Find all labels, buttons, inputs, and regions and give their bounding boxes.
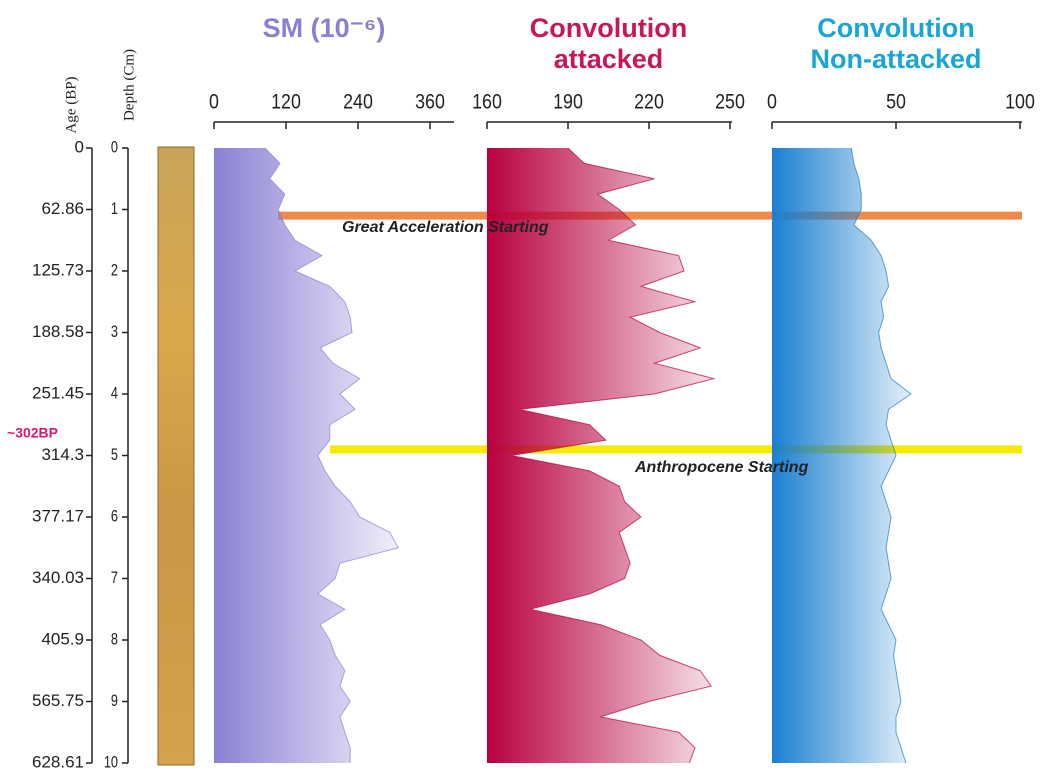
depth-tick-label: 2 [111,261,118,280]
panel-title: Convolution [530,13,687,43]
age-tick-label: 628.61 [32,752,84,771]
x-tick-label: 0 [209,90,219,114]
depth-tick-label: 6 [111,507,118,526]
x-tick-label: 220 [634,90,664,114]
age-tick-label: 188.58 [32,322,84,341]
depth-tick-label: 3 [111,322,118,341]
profile-line [264,147,399,763]
age-tick-label: 0 [75,137,84,156]
x-tick-label: 360 [415,90,445,114]
depth-tick-label: 7 [111,568,118,587]
depth-tick-label: 8 [111,630,118,649]
age-tick-label: 62.86 [41,199,84,218]
panel-title: Convolution [817,13,974,43]
x-tick-label: 160 [472,90,502,114]
depth-tick-label: 5 [111,445,118,464]
age-annotation: ~302BP [7,425,58,441]
age-tick-label: 377.17 [32,506,84,525]
depth-tick-label: 4 [111,384,118,403]
x-tick-label: 120 [271,90,301,114]
age-tick-label: 251.45 [32,383,84,402]
age-tick-label: 565.75 [32,691,84,710]
age-tick-label: 405.9 [41,629,84,648]
profile-area [772,148,911,763]
sediment-core [157,146,195,766]
annotation-text: Anthropocene Starting [634,459,809,476]
x-tick-label: 190 [553,90,583,114]
depth-tick-label: 9 [111,691,118,710]
profile-line [850,147,912,764]
age-axis-label: Age (BP) [63,76,79,133]
profile-area [487,148,714,763]
x-tick-label: 240 [343,90,373,114]
x-tick-label: 50 [886,90,906,114]
x-tick-label: 100 [1005,90,1035,114]
depth-tick-label: 10 [104,753,118,772]
profile-area [214,148,399,763]
age-tick-label: 125.73 [32,260,84,279]
depth-tick-label: 1 [111,199,118,218]
panel-title: attacked [554,44,664,74]
profile-line [511,147,716,764]
panel-title: Non-attacked [810,44,981,74]
x-tick-label: 0 [767,90,777,114]
age-tick-label: 340.03 [32,568,84,587]
annotation-text: Great Acceleration Starting [342,219,549,236]
panel-title: SM (10⁻⁶) [263,13,386,43]
depth-axis-label: Depth (Cm) [121,49,137,121]
x-tick-label: 250 [715,90,745,114]
age-tick-label: 314.3 [41,445,84,464]
depth-tick-label: 0 [111,138,118,157]
